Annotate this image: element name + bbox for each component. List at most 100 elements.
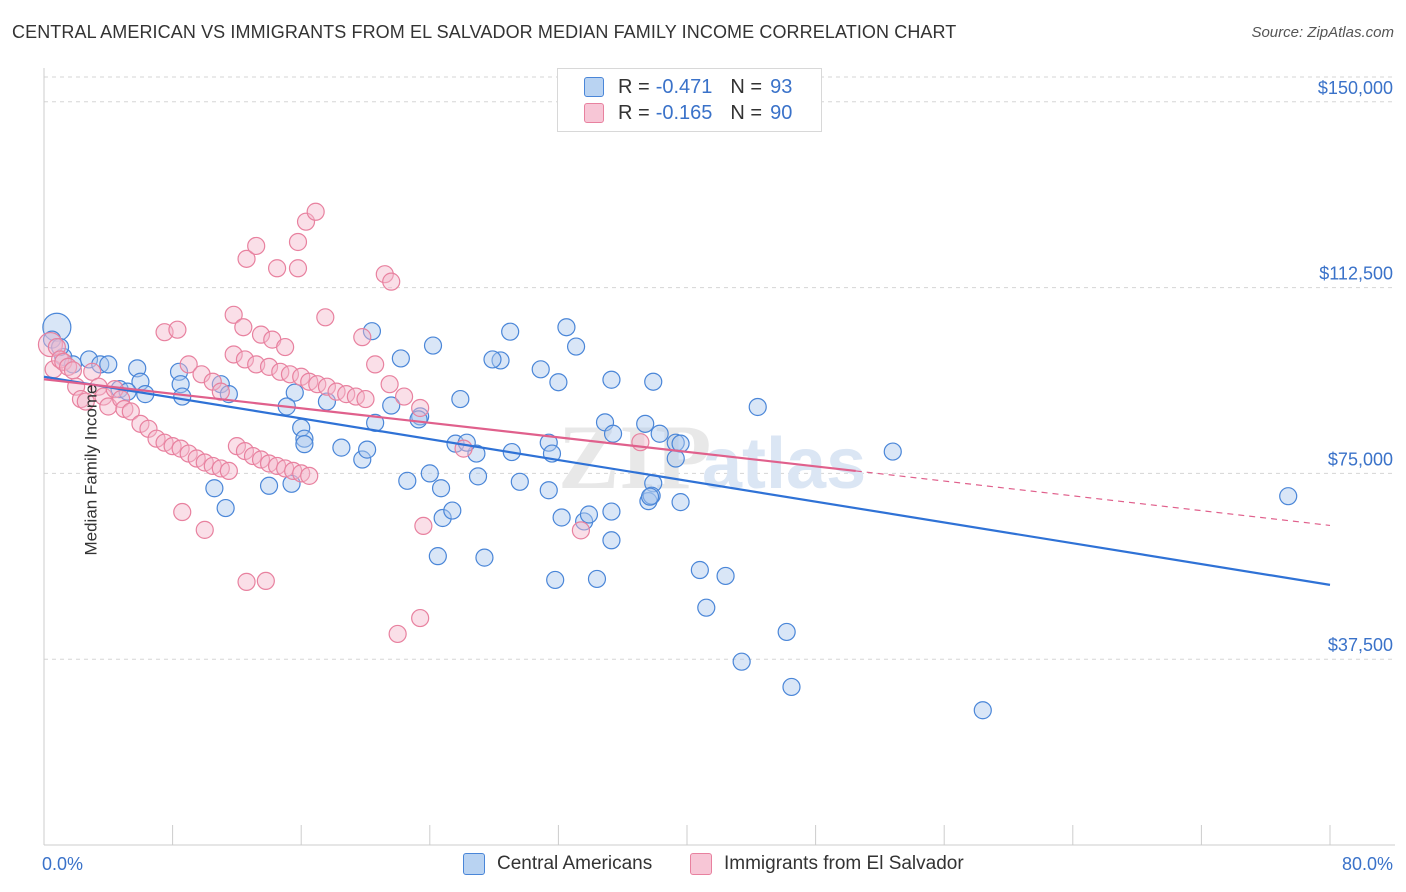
y-tick-label: $75,000 bbox=[1328, 449, 1393, 469]
data-point bbox=[128, 359, 147, 378]
data-point bbox=[179, 355, 198, 374]
data-point bbox=[121, 402, 140, 421]
data-point bbox=[557, 318, 576, 337]
data-point bbox=[224, 345, 243, 364]
data-point bbox=[173, 502, 192, 522]
watermark-zip: ZIP bbox=[558, 406, 711, 508]
data-point bbox=[366, 355, 385, 374]
bottom-legend-el-salvador: Immigrants from El Salvador bbox=[690, 852, 964, 876]
data-point bbox=[552, 508, 571, 527]
data-point bbox=[602, 370, 621, 389]
data-point bbox=[71, 389, 91, 409]
data-point bbox=[602, 502, 621, 521]
tick-labels: $37,500 $75,000 $112,500 $150,000 0.0% 80.0% bbox=[42, 78, 1393, 874]
axes bbox=[43, 68, 1395, 846]
data-point bbox=[42, 312, 72, 342]
data-point bbox=[666, 449, 685, 468]
data-point bbox=[539, 481, 558, 500]
legend-n-value: 90 bbox=[770, 101, 793, 124]
data-point bbox=[697, 598, 716, 617]
data-point bbox=[716, 566, 735, 586]
data-point bbox=[247, 236, 266, 256]
data-point bbox=[423, 336, 443, 355]
data-point bbox=[602, 531, 621, 550]
data-point bbox=[539, 433, 558, 452]
data-point bbox=[546, 570, 565, 590]
watermark-atlas: atlas bbox=[702, 424, 866, 504]
data-point bbox=[414, 516, 433, 536]
trend-line-el-salvador-extension bbox=[855, 470, 1331, 527]
data-point bbox=[276, 337, 295, 357]
bottom-legend-swatch-blue bbox=[463, 853, 485, 875]
data-point bbox=[973, 701, 992, 720]
trend-line-el-salvador bbox=[43, 378, 856, 473]
data-point bbox=[483, 350, 502, 369]
data-point bbox=[443, 501, 462, 520]
data-point bbox=[468, 467, 488, 486]
data-point bbox=[224, 305, 243, 324]
data-point bbox=[603, 424, 623, 443]
legend-r-label: R = bbox=[618, 101, 650, 124]
correlation-legend: R = -0.471 N = 93 R = -0.165 N = 90 bbox=[557, 68, 822, 132]
legend-n-value: 93 bbox=[770, 75, 793, 98]
data-point bbox=[531, 360, 550, 379]
data-point bbox=[259, 476, 279, 495]
data-point bbox=[59, 357, 78, 376]
data-point bbox=[216, 498, 235, 518]
data-point bbox=[571, 521, 591, 540]
series-central-americans bbox=[42, 312, 1298, 720]
data-point bbox=[353, 450, 372, 469]
y-axis-label: Median Family Income bbox=[81, 384, 101, 556]
data-point bbox=[296, 212, 316, 231]
data-point bbox=[388, 624, 407, 644]
data-point bbox=[280, 365, 300, 384]
data-point bbox=[112, 389, 131, 409]
bottom-legend-label-blue: Central Americans bbox=[497, 853, 653, 874]
data-point bbox=[237, 572, 256, 591]
data-point bbox=[288, 259, 308, 278]
data-point bbox=[295, 429, 314, 448]
data-point bbox=[195, 520, 214, 539]
data-point bbox=[168, 320, 187, 339]
data-point bbox=[237, 249, 256, 268]
y-tick-label: $37,500 bbox=[1328, 635, 1393, 655]
data-point bbox=[549, 373, 568, 392]
data-point bbox=[288, 232, 308, 252]
data-point bbox=[316, 308, 335, 327]
data-point bbox=[317, 377, 337, 396]
data-point bbox=[234, 318, 253, 337]
legend-n-label: N = bbox=[730, 75, 763, 98]
legend-r-value: -0.471 bbox=[655, 75, 713, 98]
data-point bbox=[394, 387, 414, 406]
chart-title: CENTRAL AMERICAN VS IMMIGRANTS FROM EL S… bbox=[12, 22, 957, 42]
data-point bbox=[650, 424, 669, 443]
data-point bbox=[251, 325, 271, 344]
data-point bbox=[732, 652, 751, 671]
data-point bbox=[300, 466, 319, 485]
data-point bbox=[411, 398, 430, 418]
legend-row-central-americans: R = -0.471 N = 93 bbox=[584, 75, 792, 99]
data-point bbox=[332, 438, 351, 457]
data-point bbox=[671, 493, 690, 512]
data-point bbox=[267, 259, 287, 278]
data-point bbox=[636, 414, 655, 433]
data-point bbox=[587, 569, 607, 589]
data-point bbox=[883, 442, 902, 461]
data-point bbox=[398, 471, 417, 490]
data-point bbox=[382, 396, 401, 415]
data-point bbox=[256, 571, 275, 591]
data-point bbox=[285, 383, 304, 402]
data-point bbox=[451, 389, 470, 409]
data-point bbox=[642, 486, 661, 505]
data-point bbox=[777, 622, 796, 642]
data-point bbox=[433, 508, 452, 528]
data-point bbox=[356, 389, 375, 409]
data-point bbox=[391, 349, 410, 368]
y-tick-label: $112,500 bbox=[1319, 264, 1393, 284]
y-tick-label: $150,000 bbox=[1318, 78, 1393, 98]
data-point bbox=[501, 322, 520, 341]
bottom-legend-label-pink: Immigrants from El Salvador bbox=[724, 853, 964, 874]
data-point bbox=[99, 355, 118, 374]
data-point bbox=[411, 608, 430, 628]
